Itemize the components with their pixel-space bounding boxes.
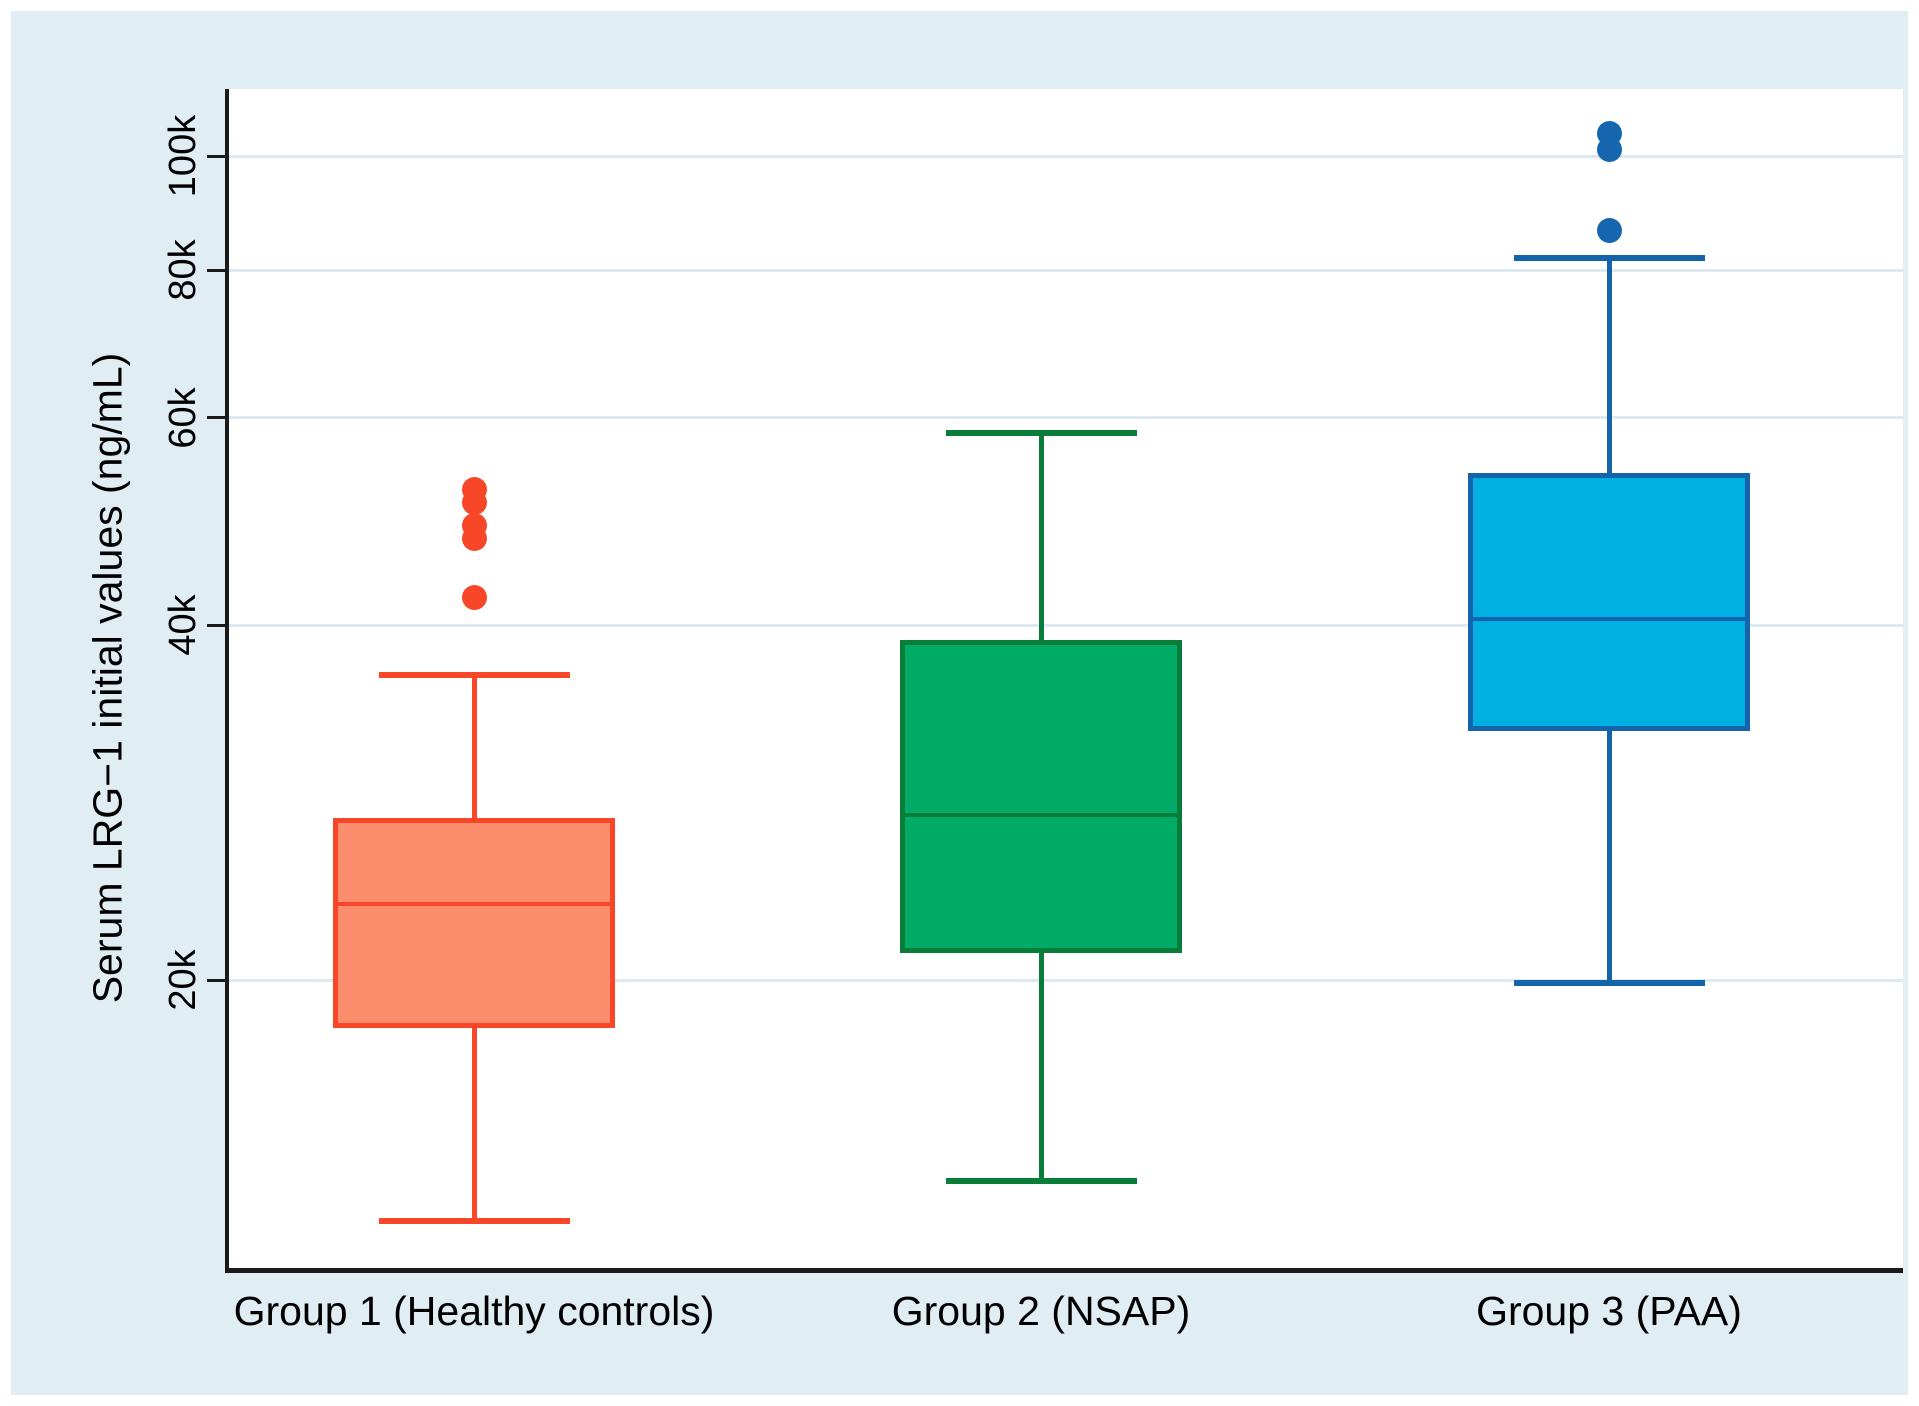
gridline-20k bbox=[229, 978, 1903, 982]
y-axis-title: Serum LRG−1 initial values (ng/mL) bbox=[84, 352, 131, 1004]
y-tick-label-60k: 60k bbox=[162, 387, 204, 449]
outlier-dot bbox=[461, 513, 487, 539]
outlier-dot bbox=[1596, 218, 1622, 244]
gridline-100k bbox=[229, 154, 1903, 158]
figure-panel: Serum LRG−1 initial values (ng/mL) 20k 40… bbox=[11, 11, 1908, 1395]
gridline-40k bbox=[229, 623, 1903, 627]
x-tick-label-group3: Group 3 (PAA) bbox=[1476, 1288, 1742, 1334]
outlier-dot bbox=[461, 477, 487, 503]
y-tick-label-100k: 100k bbox=[162, 114, 204, 198]
y-tick-60k bbox=[207, 416, 225, 420]
box-median-line bbox=[904, 813, 1178, 818]
box-whisker-cap-bottom bbox=[378, 1217, 570, 1224]
x-tick-label-group2: Group 2 (NSAP) bbox=[891, 1288, 1191, 1334]
box-whisker-cap-top bbox=[378, 671, 570, 678]
y-tick-label-40k: 40k bbox=[162, 594, 204, 656]
box-whisker-cap-top bbox=[945, 430, 1137, 437]
y-axis-line bbox=[225, 89, 229, 1272]
outlier-dot bbox=[1596, 120, 1622, 146]
gridline-80k bbox=[229, 268, 1903, 272]
x-axis-line bbox=[225, 1268, 1903, 1273]
y-tick-label-80k: 80k bbox=[162, 239, 204, 301]
outlier-dot bbox=[461, 585, 487, 611]
y-tick-40k bbox=[207, 623, 225, 627]
box-median-line bbox=[1472, 616, 1746, 621]
box-body bbox=[1468, 472, 1750, 731]
y-tick-20k bbox=[207, 978, 225, 982]
y-tick-80k bbox=[207, 268, 225, 272]
box-median-line bbox=[337, 902, 611, 907]
box-whisker-cap-bottom bbox=[1513, 979, 1705, 986]
x-tick-label-group1: Group 1 (Healthy controls) bbox=[233, 1288, 715, 1334]
y-tick-100k bbox=[207, 154, 225, 158]
y-tick-label-20k: 20k bbox=[162, 949, 204, 1011]
plot-area bbox=[229, 89, 1903, 1268]
box-whisker-cap-bottom bbox=[945, 1178, 1137, 1185]
box-whisker-cap-top bbox=[1513, 254, 1705, 261]
gridline-60k bbox=[229, 416, 1903, 420]
box-body bbox=[333, 818, 615, 1029]
box-body bbox=[900, 639, 1182, 953]
